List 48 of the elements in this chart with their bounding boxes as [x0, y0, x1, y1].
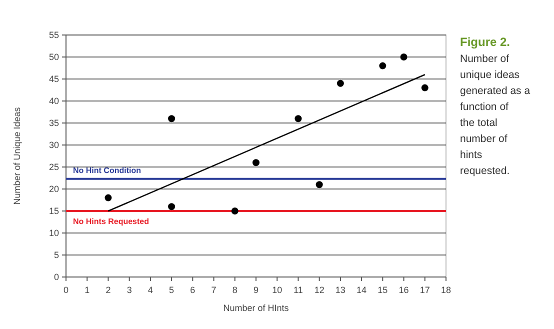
- point: [231, 208, 238, 214]
- x-tick-label: 4: [148, 285, 153, 295]
- y-tick-label: 20: [48, 184, 59, 194]
- y-tick-label: 10: [48, 228, 59, 238]
- y-tick-label: 5: [54, 250, 59, 260]
- x-tick-label: 9: [253, 285, 259, 295]
- x-tick-label: 1: [84, 285, 90, 295]
- x-tick-label: 7: [211, 285, 216, 295]
- y-tick-label: 25: [48, 162, 59, 172]
- x-tick-label: 17: [420, 285, 430, 295]
- point: [336, 80, 344, 87]
- point: [252, 159, 260, 166]
- x-tick-label: 6: [190, 285, 196, 295]
- y-tick-label: 35: [48, 118, 59, 128]
- x-tick-label: 14: [356, 285, 367, 295]
- x-tick-label: 11: [294, 285, 303, 295]
- x-tick-label: 2: [106, 285, 111, 295]
- x-tick-label: 0: [63, 285, 69, 295]
- point: [168, 115, 176, 122]
- x-tick-label: 10: [272, 285, 282, 295]
- ref-line-label: No Hint Condition: [73, 166, 142, 175]
- y-tick-label: 40: [48, 96, 59, 106]
- x-tick-label: 18: [440, 285, 452, 295]
- y-tick-label: 45: [48, 74, 59, 84]
- x-tick-label: 8: [232, 285, 238, 295]
- y-axis-title: Number of Unique Ideas: [12, 106, 22, 205]
- point: [421, 84, 428, 92]
- x-tick-label: 13: [335, 285, 346, 295]
- text: Number of unique ideas generated as a function of the total number of hints requested.: [460, 53, 530, 177]
- x-tick-label: 15: [378, 285, 388, 295]
- point: [104, 194, 112, 202]
- point: [400, 54, 408, 60]
- y-tick-label: 50: [48, 52, 59, 62]
- y-tick-label: 30: [48, 140, 59, 150]
- text: Figure 2.: [460, 35, 510, 49]
- x-axis-title: Number of HInts: [223, 303, 290, 313]
- y-tick-label: 55: [48, 30, 59, 40]
- x-tick-label: 16: [398, 285, 409, 295]
- y-tick-label: 0: [54, 272, 59, 282]
- ref-line-label: No Hints Requested: [73, 217, 150, 226]
- point: [316, 181, 323, 188]
- x-tick-label: 5: [169, 285, 174, 295]
- y-tick-label: 15: [48, 206, 59, 216]
- point: [168, 203, 176, 210]
- point: [294, 115, 302, 122]
- x-tick-label: 12: [314, 285, 324, 295]
- point: [379, 62, 386, 70]
- x-tick-label: 3: [126, 285, 132, 295]
